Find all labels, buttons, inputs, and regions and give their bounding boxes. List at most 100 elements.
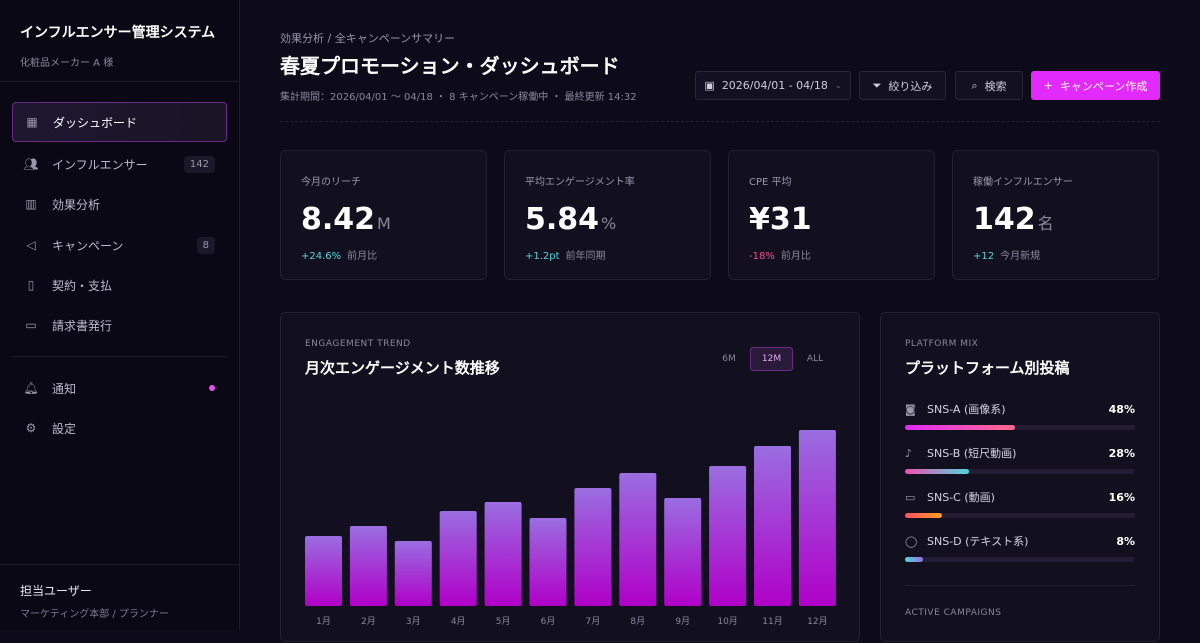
- kpi-card-engagement: 平均エンゲージメント率 5.84% +1.2pt 前年同期: [504, 150, 711, 280]
- calendar-icon: ▣: [704, 79, 715, 92]
- engagement-bar-chart: 1月 2月 3月 4月 5月 6月 7月 8月 9月 10月 11月 12月: [305, 430, 836, 627]
- kpi-label: CPE 平均: [749, 177, 792, 188]
- sidebar-item-contracts[interactable]: ▯ 契約・支払: [12, 265, 227, 305]
- platform-label: SNS-C (動画): [927, 491, 995, 504]
- sidebar-item-analytics[interactable]: ▥ 効果分析: [12, 184, 227, 224]
- platform-label: SNS-D (テキスト系): [927, 535, 1029, 548]
- bar-12: [798, 430, 836, 606]
- search-label: 検索: [984, 79, 1007, 93]
- credit-card-icon: ▭: [25, 318, 37, 332]
- music-note-icon: ♪: [905, 446, 913, 460]
- main: 効果分析 / 全キャンペーンサマリー 春夏プロモーション・ダッシュボード 集計期…: [240, 0, 1200, 642]
- kpi-label: 稼働インフルエンサー: [973, 177, 1073, 188]
- kpi-label: 平均エンゲージメント率: [525, 177, 635, 188]
- bar-8: [619, 473, 657, 606]
- bar-4: [439, 511, 477, 606]
- sidebar-item-invoices[interactable]: ▭ 請求書発行: [12, 305, 227, 345]
- x-tick-label: 2月: [361, 616, 376, 627]
- platform-pct: 16%: [1108, 490, 1135, 504]
- divider: [905, 585, 1135, 586]
- platform-mix-panel: PLATFORM MIX プラットフォーム別投稿 ◙ SNS-A (画像系) 48%…: [880, 312, 1160, 642]
- grid-icon: ▦: [26, 115, 38, 129]
- bar-10: [709, 466, 747, 606]
- platform-bar-track: [905, 557, 1135, 562]
- date-range-picker[interactable]: ▣ 2026/04/01 - 04/18 ⌄: [695, 71, 851, 100]
- filter-icon: ⏷: [872, 78, 882, 92]
- x-tick-label: 5月: [496, 616, 511, 627]
- kpi-note: 前月比: [347, 251, 378, 262]
- range-12m[interactable]: 12M: [750, 347, 793, 371]
- bar-11: [754, 446, 791, 606]
- kpi-value: 8.42: [301, 202, 376, 237]
- sidebar-item-notifications[interactable]: 🔔︎ 通知: [12, 368, 227, 408]
- bar-5: [484, 502, 522, 606]
- kpi-delta: +12: [973, 251, 995, 262]
- label: 契約・支払: [52, 278, 113, 293]
- platform-pct: 48%: [1108, 402, 1135, 416]
- label: 効果分析: [52, 197, 101, 212]
- platform-bar-fill: [905, 469, 970, 474]
- user-role: マーケティング本部 / プランナー: [20, 609, 169, 620]
- divider: [280, 121, 1160, 122]
- sidebar-item-dashboard[interactable]: ▦ ダッシュボード: [12, 102, 227, 142]
- create-label: キャンペーン作成: [1059, 79, 1148, 93]
- client-name: 化粧品メーカー A 様: [20, 58, 114, 69]
- filter-button[interactable]: ⏷ 絞り込み: [859, 71, 946, 100]
- sidebar-item-campaigns[interactable]: ◁ キャンペーン 8: [12, 225, 227, 265]
- panel-title: 月次エンゲージメント数推移: [305, 359, 500, 377]
- kpi-unit: M: [377, 214, 391, 233]
- kpi-card-influencers: 稼働インフルエンサー 142 名 +12 今月新規: [952, 150, 1159, 280]
- bar-chart-icon: ▥: [25, 197, 37, 211]
- bar-2: [349, 526, 387, 606]
- label: インフルエンサー: [52, 157, 148, 172]
- create-campaign-button[interactable]: + キャンペーン作成: [1031, 71, 1160, 100]
- kpi-card-reach: 今月のリーチ 8.42 M +24.6% 前月比: [280, 150, 487, 280]
- page-meta: 集計期間：2026/04/01 〜 04/18 ・ 8 キャンペーン稼働中 ・ …: [280, 92, 637, 103]
- x-tick-label: 6月: [541, 616, 556, 627]
- platform-label: SNS-B (短尺動画): [927, 447, 1017, 460]
- chevron-down-icon: ⌄: [834, 81, 842, 90]
- search-icon: ⌕: [971, 78, 978, 92]
- platform-bar-fill: [905, 425, 1016, 430]
- label: 設定: [52, 421, 77, 436]
- bar-9: [664, 498, 702, 606]
- range-6m[interactable]: 6M: [722, 354, 736, 364]
- platform-row: ◯ SNS-D (テキスト系) 8%: [905, 533, 1135, 573]
- kpi-unit: 名: [1037, 214, 1054, 233]
- document-icon: ▯: [27, 278, 35, 292]
- kpi-value: 142: [973, 202, 1036, 237]
- range-all[interactable]: ALL: [806, 354, 824, 364]
- platform-pct: 8%: [1116, 534, 1135, 548]
- kpi-unit: %: [601, 214, 617, 233]
- platform-label: SNS-A (画像系): [927, 403, 1006, 416]
- label: 通知: [52, 381, 77, 396]
- x-tick-label: 9月: [675, 616, 690, 627]
- platform-bar-fill: [905, 557, 924, 562]
- sidebar-item-influencers[interactable]: 👥︎ インフルエンサー 142: [12, 144, 227, 184]
- bar-1: [305, 536, 342, 606]
- panel-eyebrow: ENGAGEMENT TREND: [305, 339, 411, 349]
- bell-icon: 🔔︎: [23, 381, 39, 395]
- bar-7: [574, 488, 612, 606]
- gear-icon: ⚙: [25, 421, 37, 435]
- kpi-note: 前月比: [780, 251, 811, 262]
- kpi-note: 前年同期: [565, 251, 606, 262]
- search-button[interactable]: ⌕ 検索: [955, 71, 1023, 100]
- active-campaigns-label: ACTIVE CAMPAIGNS: [905, 608, 1002, 618]
- platform-bar-track: [905, 513, 1135, 518]
- label: キャンペーン: [52, 238, 124, 253]
- breadcrumb: 効果分析 / 全キャンペーンサマリー: [280, 32, 456, 45]
- kpi-note: 今月新規: [1000, 251, 1041, 262]
- label: 請求書発行: [52, 318, 113, 333]
- unread-dot: [209, 385, 215, 391]
- sidebar-item-settings[interactable]: ⚙ 設定: [12, 408, 227, 448]
- sidebar: インフルエンサー管理システム 化粧品メーカー A 様 ▦ ダッシュボード 👥︎ インフ…: [0, 0, 240, 630]
- x-tick-label: 11月: [762, 616, 782, 627]
- count-badge: 8: [196, 236, 215, 254]
- user-profile[interactable]: 担当ユーザー マーケティング本部 / プランナー: [20, 582, 169, 620]
- camera-icon: ◙: [905, 402, 916, 416]
- kpi-delta: +1.2pt: [525, 251, 560, 262]
- users-icon: 👥︎: [23, 157, 39, 171]
- platform-pct: 28%: [1108, 446, 1135, 460]
- platform-row: ♪ SNS-B (短尺動画) 28%: [905, 445, 1135, 485]
